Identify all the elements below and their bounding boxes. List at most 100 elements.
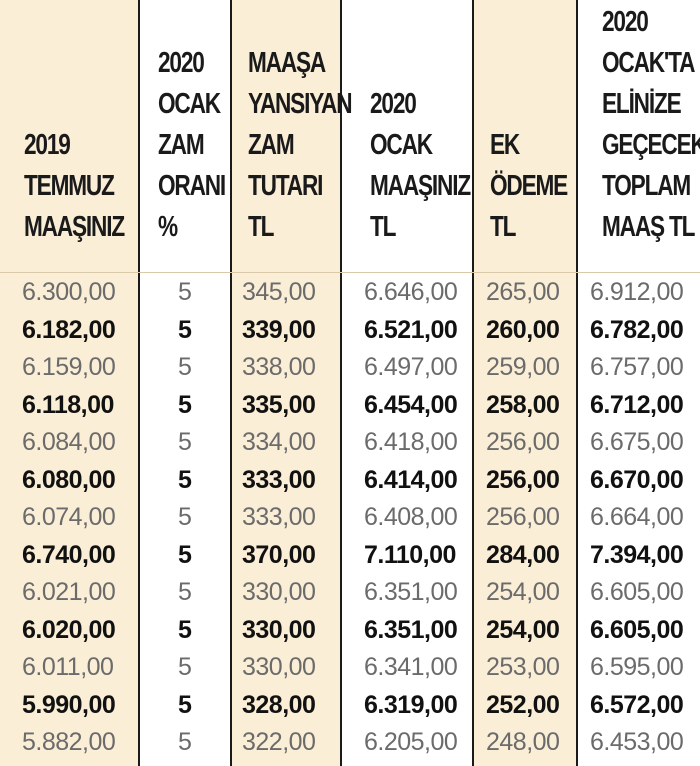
cell: 265,00 [486, 278, 560, 306]
column-header: MAAŞA YANSIYAN ZAM TUTARI TL [232, 0, 353, 272]
cell: 6.351,00 [364, 615, 458, 644]
cell: 5 [178, 690, 192, 719]
column-values: 345,00 339,00 338,00 335,00 334,00 333,0… [232, 274, 340, 762]
cell: 254,00 [486, 615, 560, 644]
cell: 6.712,00 [590, 390, 684, 419]
cell: 6.351,00 [364, 578, 458, 606]
cell: 6.084,00 [22, 428, 116, 456]
cell: 6.675,00 [590, 428, 684, 456]
cell: 6.182,00 [22, 315, 116, 344]
cell: 258,00 [486, 390, 560, 419]
header-line: GEÇECEK [602, 129, 700, 161]
column-2020-ocak-maas: 2020 OCAK MAAŞINIZ TL 6.646,00 6.521,00 … [342, 0, 472, 766]
cell: 5 [178, 578, 192, 606]
cell: 6.414,00 [364, 465, 458, 494]
header-line: TL [490, 211, 516, 243]
cell: 6.341,00 [364, 653, 458, 681]
header-divider [0, 272, 700, 273]
header-line: MAAŞINIZ [24, 211, 125, 243]
cell: 345,00 [242, 278, 316, 306]
header-line: TUTARI [248, 170, 323, 202]
header-line: 2019 [24, 129, 71, 161]
header-line: 2020 [602, 6, 649, 38]
cell: 6.159,00 [22, 353, 116, 381]
cell: 6.912,00 [590, 278, 684, 306]
cell: 6.074,00 [22, 503, 116, 531]
header-line: MAAŞINIZ [370, 170, 471, 202]
cell: 330,00 [242, 615, 316, 644]
cell: 6.605,00 [590, 615, 684, 644]
cell: 322,00 [242, 728, 316, 756]
cell: 6.021,00 [22, 578, 116, 606]
cell: 7.394,00 [590, 540, 684, 569]
cell: 330,00 [242, 653, 316, 681]
cell: 256,00 [486, 428, 560, 456]
header-line: MAAŞA [248, 47, 326, 79]
column-values: 6.912,00 6.782,00 6.757,00 6.712,00 6.67… [578, 274, 700, 762]
cell: 5.882,00 [22, 728, 116, 756]
column-header: 2020 OCAK ZAM ORANI % [140, 0, 230, 272]
cell: 5 [178, 278, 192, 306]
cell: 248,00 [486, 728, 560, 756]
cell: 6.300,00 [22, 278, 116, 306]
cell: 333,00 [242, 503, 316, 531]
header-line: TOPLAM [602, 170, 691, 202]
header-line: ÖDEME [490, 170, 568, 202]
column-2019-temmuz-maas: 2019 TEMMUZ MAAŞINIZ 6.300,00 6.182,00 6… [0, 0, 140, 766]
cell: 6.418,00 [364, 428, 458, 456]
cell: 6.521,00 [364, 315, 458, 344]
column-zam-orani: 2020 OCAK ZAM ORANI % 5 5 5 5 5 5 5 5 5 … [140, 0, 230, 766]
cell: 328,00 [242, 690, 316, 719]
header-line: 2020 [370, 88, 417, 120]
header-line: TL [370, 211, 396, 243]
cell: 6.782,00 [590, 315, 684, 344]
column-values: 6.646,00 6.521,00 6.497,00 6.454,00 6.41… [342, 274, 472, 762]
column-header: 2019 TEMMUZ MAAŞINIZ [0, 0, 138, 272]
cell: 5 [178, 540, 192, 569]
cell: 7.110,00 [364, 540, 456, 569]
cell: 6.740,00 [22, 540, 116, 569]
cell: 339,00 [242, 315, 316, 344]
column-header: 2020 OCAK'TA ELİNİZE GEÇECEK TOPLAM MAAŞ… [578, 0, 700, 272]
column-header: EK ÖDEME TL [474, 0, 576, 272]
cell: 5 [178, 353, 192, 381]
column-values: 6.300,00 6.182,00 6.159,00 6.118,00 6.08… [0, 274, 138, 762]
cell: 256,00 [486, 503, 560, 531]
column-toplam-maas: 2020 OCAK'TA ELİNİZE GEÇECEK TOPLAM MAAŞ… [578, 0, 700, 766]
cell: 6.572,00 [590, 690, 684, 719]
cell: 333,00 [242, 465, 316, 494]
column-values: 265,00 260,00 259,00 258,00 256,00 256,0… [474, 274, 576, 762]
column-header: 2020 OCAK MAAŞINIZ TL [342, 0, 472, 272]
column-ek-odeme: EK ÖDEME TL 265,00 260,00 259,00 258,00 … [472, 0, 578, 766]
cell: 5 [178, 465, 192, 494]
cell: 370,00 [242, 540, 316, 569]
cell: 256,00 [486, 465, 560, 494]
cell: 260,00 [486, 315, 560, 344]
header-line: YANSIYAN [248, 88, 353, 120]
header-line: 2020 [158, 47, 205, 79]
cell: 6.605,00 [590, 578, 684, 606]
header-line: ELİNİZE [602, 88, 682, 120]
cell: 5 [178, 728, 192, 756]
cell: 284,00 [486, 540, 560, 569]
header-line: ORANI [158, 170, 226, 202]
cell: 6.646,00 [364, 278, 458, 306]
header-line: OCAK [158, 88, 221, 120]
header-line: EK [490, 129, 520, 161]
cell: 6.453,00 [590, 728, 684, 756]
cell: 5 [178, 615, 192, 644]
column-values: 5 5 5 5 5 5 5 5 5 5 5 5 5 [140, 274, 230, 762]
cell: 5 [178, 315, 192, 344]
cell: 6.011,00 [22, 653, 114, 681]
cell: 6.670,00 [590, 465, 684, 494]
cell: 6.664,00 [590, 503, 684, 531]
header-line: ZAM [158, 129, 205, 161]
header-line: OCAK'TA [602, 47, 695, 79]
cell: 254,00 [486, 578, 560, 606]
header-line: TEMMUZ [24, 170, 115, 202]
cell: 6.497,00 [364, 353, 458, 381]
header-line: MAAŞ TL [602, 211, 696, 243]
cell: 6.205,00 [364, 728, 458, 756]
header-line: TL [248, 211, 274, 243]
cell: 5 [178, 503, 192, 531]
